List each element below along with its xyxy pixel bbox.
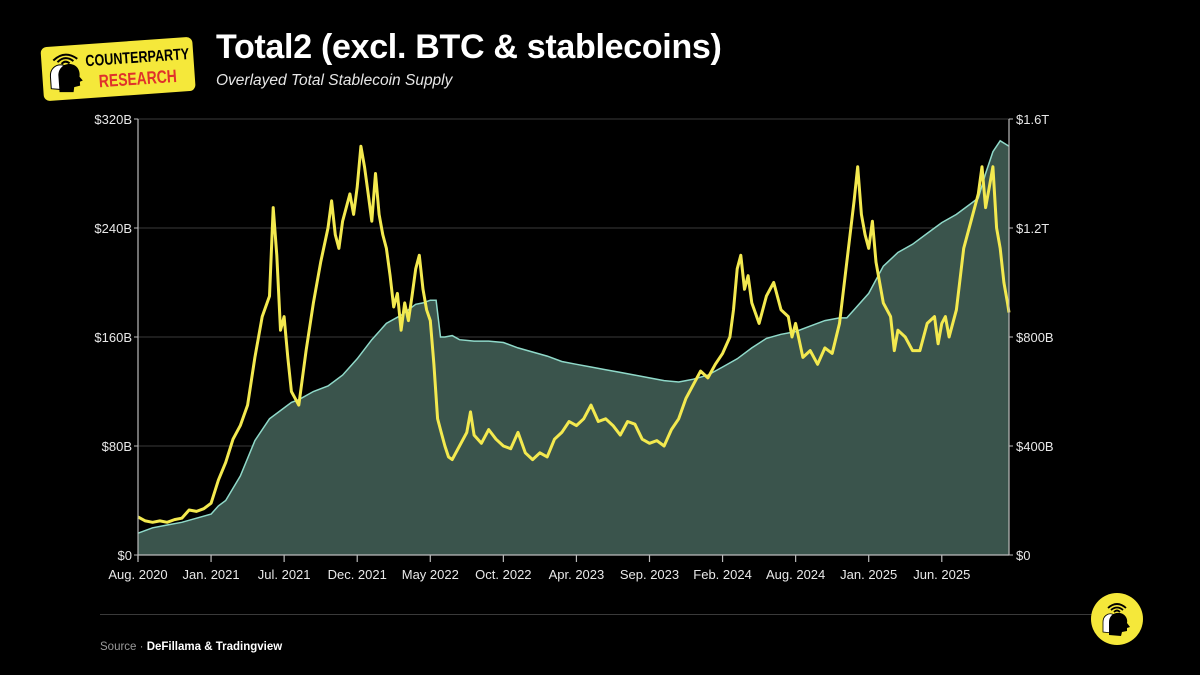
x-tick-label: May 2022 [402, 567, 459, 582]
heads-icon [49, 53, 83, 93]
source-label: Source [100, 641, 137, 653]
y-right-tick-label: $1.2T [1016, 221, 1049, 236]
x-tick-label: Jan. 2025 [840, 567, 897, 582]
y-right-tick-label: $800B [1016, 330, 1054, 345]
x-tick-label: Sep. 2023 [620, 567, 679, 582]
y-left-tick-label: $0 [118, 548, 132, 563]
source-separator: · [139, 641, 144, 653]
y-left-tick-label: $160B [94, 330, 132, 345]
y-left-tick-label: $320B [94, 112, 132, 127]
stablecoin-supply-line [137, 139, 1010, 534]
total2-line [137, 144, 1011, 524]
x-tick-label: Dec. 2021 [328, 567, 387, 582]
y-right-tick-label: $0 [1016, 548, 1030, 563]
counterparty-badge-icon [1091, 593, 1143, 645]
footer-divider [100, 614, 1100, 615]
source-value: DeFillama & Tradingview [146, 641, 283, 653]
y-right-tick-label: $1.6T [1016, 112, 1049, 127]
source-note: Source · DeFillama & Tradingview [100, 641, 282, 653]
x-tick-label: Jul. 2021 [258, 567, 311, 582]
x-tick-label: Aug. 2020 [108, 567, 167, 582]
y-left-tick-label: $240B [94, 221, 132, 236]
chart-subtitle: Overlayed Total Stablecoin Supply [216, 72, 453, 89]
y-left-tick-label: $80B [102, 439, 132, 454]
x-tick-label: Feb. 2024 [693, 567, 752, 582]
y-axis-right: $0 $400B $800B $1.2T $1.6T [1009, 112, 1054, 563]
x-tick-label: Jun. 2025 [913, 567, 970, 582]
x-tick-label: Apr. 2023 [549, 567, 605, 582]
x-tick-label: Jan. 2021 [183, 567, 240, 582]
stablecoin-supply-area [138, 140, 1009, 556]
counterparty-research-logo: COUNTERPARTY RESEARCH [40, 37, 196, 101]
y-right-tick-label: $400B [1016, 439, 1054, 454]
chart-title: Total2 (excl. BTC & stablecoins) [216, 28, 722, 66]
x-tick-label: Oct. 2022 [475, 567, 531, 582]
x-tick-label: Aug. 2024 [766, 567, 825, 582]
y-axis-left: $0 $80B $160B $240B $320B [94, 112, 138, 563]
x-axis: Aug. 2020 Jan. 2021 Jul. 2021 Dec. 2021 May … [108, 555, 970, 582]
